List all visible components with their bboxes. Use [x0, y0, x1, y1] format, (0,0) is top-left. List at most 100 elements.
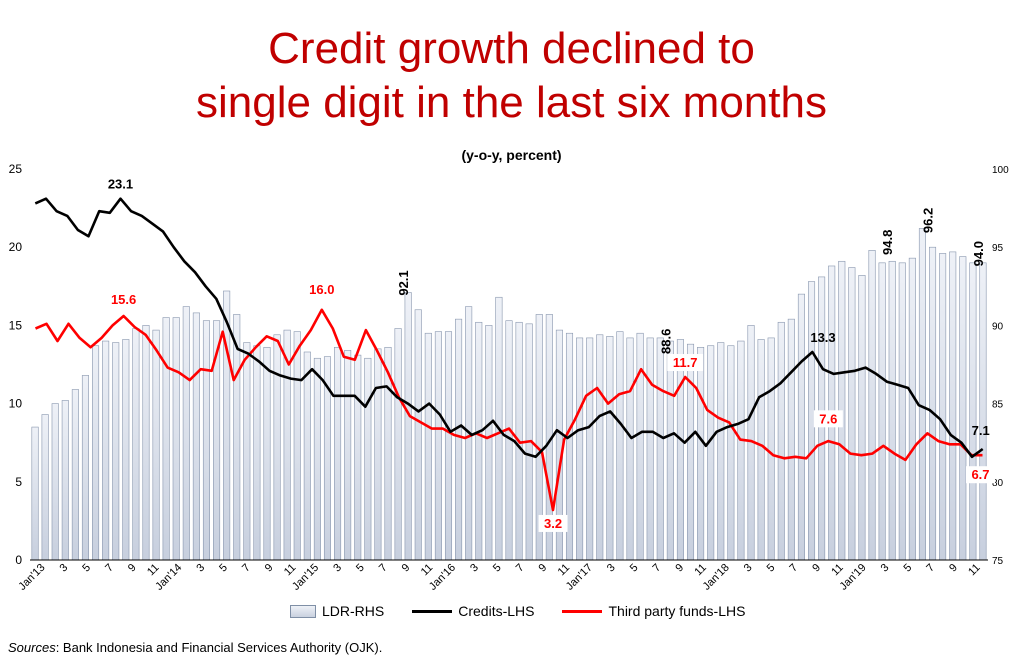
data-label: 94.0: [971, 241, 986, 266]
data-label: 92.1: [396, 270, 411, 295]
data-label: 23.1: [108, 177, 133, 192]
data-label: 96.2: [921, 208, 936, 233]
x-tick-label: 7: [240, 562, 253, 575]
ldr-bar: [233, 314, 241, 561]
ldr-bar: [41, 414, 49, 561]
y-left-tick-label: 20: [9, 240, 23, 254]
x-tick-label: 7: [787, 562, 800, 575]
data-label: 7.1: [972, 423, 990, 438]
x-tick-label: 11: [692, 562, 709, 579]
y-right-tick-label: 75: [992, 556, 1004, 567]
y-right-tick-label: 100: [992, 165, 1009, 176]
legend-swatch-credit: [412, 609, 453, 613]
ldr-bar: [858, 275, 866, 561]
ldr-bar: [223, 290, 231, 561]
ldr-bar: [303, 351, 311, 561]
x-tick-label: 9: [126, 562, 139, 575]
x-tick-label: 5: [491, 562, 504, 575]
ldr-bar: [888, 260, 896, 561]
x-tick-label: 7: [377, 562, 390, 575]
ldr-bar: [949, 251, 957, 561]
ldr-bar: [636, 332, 644, 561]
title-line-2: single digit in the last six months: [196, 78, 827, 127]
ldr-bar: [686, 343, 695, 561]
y-right-tick-label: 85: [992, 400, 1004, 411]
ldr-bar: [92, 345, 100, 561]
ldr-bar: [626, 337, 634, 561]
ldr-bar: [848, 267, 856, 561]
x-tick-label: 3: [605, 562, 618, 575]
ldr-bar: [444, 331, 453, 561]
data-label: 88.6: [658, 329, 673, 354]
ldr-bar: [676, 339, 684, 561]
legend-label-ldr: LDR-RHS: [322, 603, 385, 619]
ldr-bar: [122, 339, 130, 561]
data-label-box: [667, 354, 704, 372]
y-right-tick-label: 80: [992, 478, 1004, 489]
x-tick-label: 7: [514, 562, 527, 575]
x-tick-label: 3: [331, 562, 344, 575]
ldr-bar: [102, 340, 110, 561]
ldr-bar: [868, 250, 876, 561]
ldr-bar: [424, 332, 432, 561]
x-tick-label: 7: [924, 562, 937, 575]
ldr-bar: [767, 337, 775, 561]
ldr-bar: [71, 389, 79, 561]
ldr-bar: [727, 345, 735, 561]
ldr-bar: [969, 262, 977, 561]
ldr-bar: [364, 357, 372, 561]
legend-item-tpf: Third party funds-LHS: [562, 603, 745, 619]
ldr-bar: [757, 339, 765, 561]
x-tick-label: 11: [282, 562, 299, 579]
ldr-bar: [192, 312, 200, 561]
y-left-tick-label: 0: [15, 553, 22, 567]
source-note: Sources: Bank Indonesia and Financial Se…: [8, 640, 382, 655]
ldr-bar: [112, 342, 120, 561]
ldr-bar: [878, 262, 886, 561]
x-tick-label: 7: [103, 562, 116, 575]
ldr-bar: [414, 309, 422, 561]
credit-line: [34, 197, 984, 459]
ldr-bar: [606, 336, 614, 561]
x-tick-label: 5: [80, 562, 93, 575]
legend-item-credit: Credits-LHS: [412, 603, 534, 619]
source-label: Sources: [8, 640, 56, 655]
ldr-bar: [908, 257, 916, 561]
ldr-bar: [777, 321, 785, 561]
data-label: 6.7: [971, 467, 989, 482]
ldr-bar: [475, 321, 483, 561]
legend: LDR-RHS Credits-LHS Third party funds-LH…: [290, 601, 773, 621]
ldr-bar: [485, 325, 493, 561]
x-tick-label: 5: [901, 562, 914, 575]
x-tick-label: 5: [354, 562, 367, 575]
ldr-bar: [666, 340, 674, 561]
ldr-bar: [253, 345, 261, 561]
x-tick-label: Jan'17: [564, 562, 595, 593]
x-tick-label: 3: [468, 562, 481, 575]
ldr-bar: [142, 325, 150, 561]
ldr-bar: [717, 342, 725, 561]
x-tick-label: 11: [556, 562, 573, 579]
ldr-bar: [31, 426, 39, 561]
tpf-line: [34, 308, 983, 512]
y-left-tick-label: 5: [15, 475, 22, 489]
data-label-box: [965, 466, 995, 484]
x-tick-label: 5: [765, 562, 778, 575]
y-right-tick-label: 95: [992, 243, 1004, 254]
data-label: 7.6: [819, 411, 837, 426]
x-tick-label: 9: [263, 562, 276, 575]
x-tick-label: 7: [651, 562, 664, 575]
ldr-bar: [182, 306, 190, 561]
ldr-bar: [807, 281, 816, 561]
x-tick-label: Jan'18: [701, 562, 732, 593]
ldr-bar: [132, 328, 140, 561]
chart-subtitle: (y-o-y, percent): [461, 147, 562, 163]
legend-label-credit: Credits-LHS: [458, 603, 535, 619]
ldr-bar: [697, 346, 705, 561]
y-left-tick-label: 15: [9, 318, 23, 332]
y-left-tick-label: 10: [9, 397, 23, 411]
ldr-bar: [61, 400, 69, 561]
y-left-tick-label: 25: [9, 162, 23, 176]
ldr-bar: [918, 228, 926, 561]
ldr-bar: [202, 320, 211, 561]
